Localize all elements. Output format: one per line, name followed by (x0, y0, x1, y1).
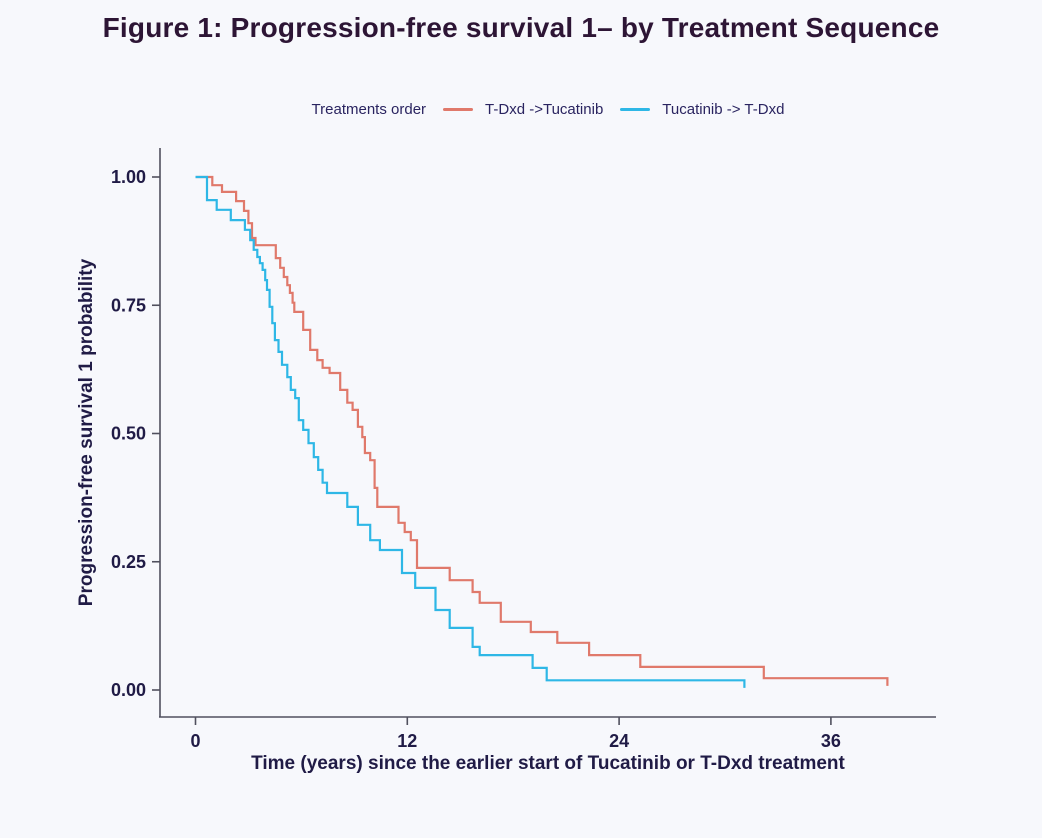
legend-label-tucatinib-first: Tucatinib -> T-Dxd (662, 100, 785, 118)
y-tick-label: 0.25 (111, 552, 146, 572)
y-tick-label: 1.00 (111, 167, 146, 187)
legend: Treatments order T-Dxd ->Tucatinib Tucat… (160, 99, 936, 119)
x-tick-label: 24 (609, 731, 629, 751)
x-tick-label: 12 (397, 731, 417, 751)
legend-label-tdxd-first: T-Dxd ->Tucatinib (485, 100, 604, 118)
x-axis-title: Time (years) since the earlier start of … (251, 753, 845, 774)
x-tick-label: 0 (190, 731, 200, 751)
y-tick-label: 0.50 (111, 424, 146, 444)
legend-title: Treatments order (311, 100, 427, 118)
legend-item-tucatinib-first: Tucatinib -> T-Dxd (620, 101, 784, 118)
y-tick-label: 0.00 (111, 680, 146, 700)
y-axis-title: Progression-free survival 1 probability (76, 258, 97, 606)
km-curve-tucatinib-then-tdxd (195, 175, 746, 688)
legend-swatch-tucatinib-first-icon (620, 107, 651, 111)
x-tick-label: 36 (821, 731, 841, 751)
y-tick-label: 0.75 (111, 295, 146, 315)
legend-item-tdxd-first: T-Dxd ->Tucatinib (443, 101, 603, 118)
km-curve-tdxd-then-tucatinib (195, 175, 889, 686)
figure-title: Figure 1: Progression-free survival 1– b… (102, 12, 940, 43)
legend-swatch-tdxd-first-icon (443, 107, 474, 111)
